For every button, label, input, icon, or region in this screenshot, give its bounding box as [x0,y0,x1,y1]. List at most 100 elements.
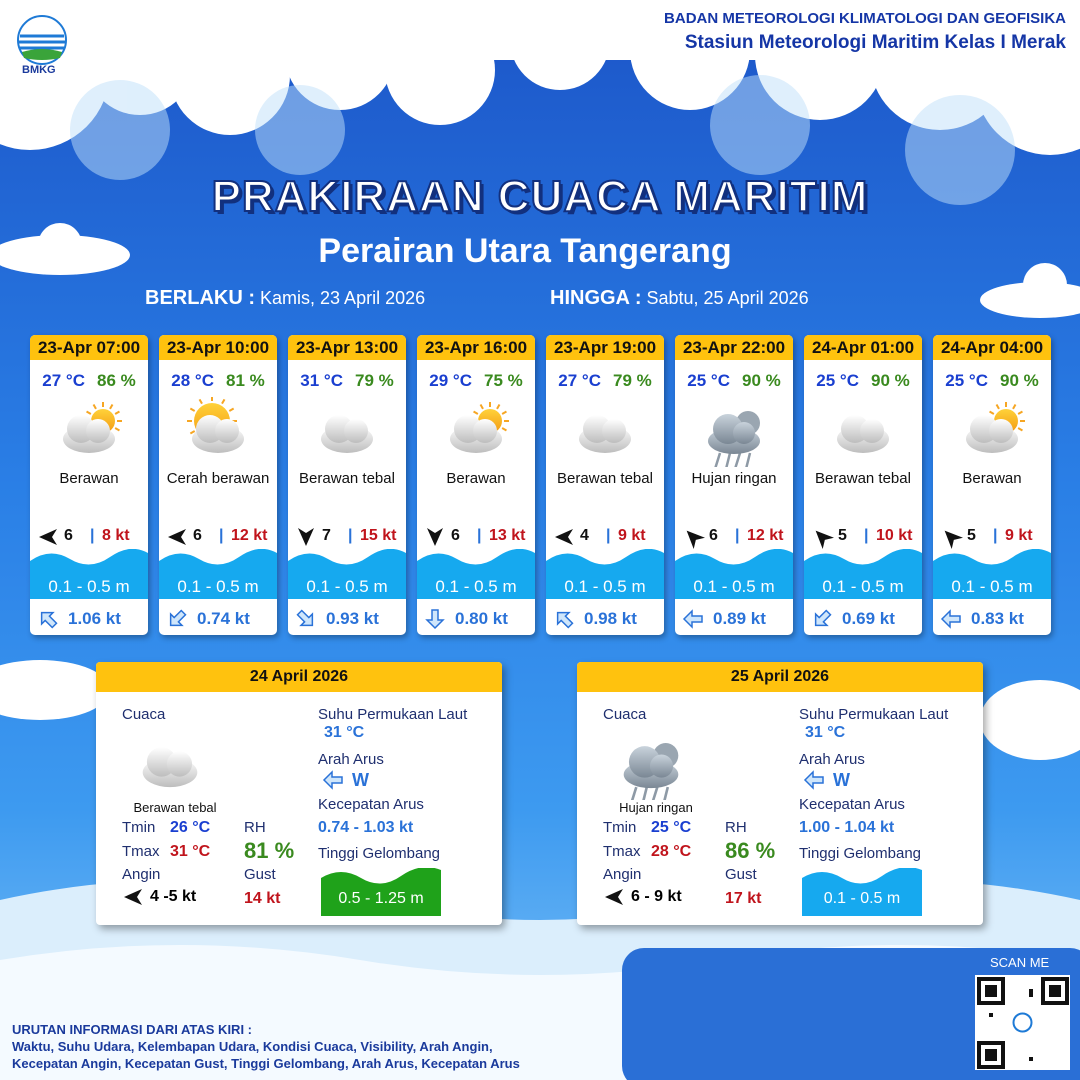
from-label: BERLAKU : [145,287,255,309]
qr-cell [1049,985,1053,989]
weather-text: Cerah berawan [166,470,270,487]
current-arrow [169,609,187,627]
wave-shape [321,868,441,916]
qr-cell [1065,1001,1069,1005]
current-icon-box [814,609,832,627]
valid-from: BERLAKU : Kamis, 23 April 2026 [145,287,425,310]
subtitle: Perairan Utara Tangerang [318,232,732,270]
value: 81 % [244,838,295,863]
forecast-card: 23-Apr 13:00 31 °C 79 % Berawan tebal 7 | 15 k… [288,335,406,635]
wave-height: 0.1 - 0.5 m [823,890,901,907]
value: 14 kt [244,890,281,907]
sun-ray [198,398,203,405]
wind-speed: 4 [580,527,589,544]
wave-shape [417,549,535,599]
current-speed: 1.06 kt [68,609,121,628]
cloud [623,746,679,789]
temperature: 25 °C [816,371,859,390]
temp-row: 29 °C 75 % [417,371,535,391]
qr-cell [1065,997,1069,1001]
wind-arrow [39,529,57,545]
wave-shape [675,549,793,599]
cloud-part [166,751,193,777]
forecast-time: 24-Apr 01:00 [804,335,922,360]
temperature: 29 °C [429,371,472,390]
qr-cell [1065,989,1069,993]
cloud-part [860,419,884,443]
forecast-time: 23-Apr 07:00 [30,335,148,360]
cloud-part [989,419,1013,443]
sun-ray [501,410,507,415]
forecast-time: 23-Apr 10:00 [159,335,277,360]
cloud [63,415,115,453]
humidity: 79 % [612,371,652,390]
icon-box [321,415,373,453]
separator: | [993,527,998,544]
qr-cell [1045,977,1049,981]
qr-cell [977,1053,981,1057]
icon-box [450,402,509,453]
separator: | [735,527,740,544]
qr-cell [985,985,989,989]
value: 31 °C [170,843,211,860]
qr-cell [989,985,993,989]
cloud [708,414,760,454]
value: 1.00 - 1.04 kt [799,819,895,836]
qr-cell [989,1065,993,1069]
rain [714,452,722,467]
qr-cell [981,977,985,981]
qr-cell [1041,981,1045,985]
qr-cell [993,977,997,981]
qr-code [975,975,1070,1070]
forecast-time: 23-Apr 16:00 [417,335,535,360]
bmkg-logo [17,15,67,65]
weather-icon [63,402,122,453]
to-date: Sabtu, 25 April 2026 [646,288,809,308]
qr-cell [993,1041,997,1045]
qr-cell [997,1041,1001,1045]
qr-cell [1065,993,1069,997]
qr-cell [1053,989,1057,993]
wind-speed: 7 [322,527,331,544]
forecast-time: 23-Apr 19:00 [546,335,664,360]
gust: 9 kt [618,527,646,544]
forecast-card: 24-Apr 04:00 25 °C 90 % Berawan 5 | 9 kt 0.1 - … [933,335,1051,635]
current-icon-box [425,609,445,630]
current-icon-box [556,611,574,629]
wind-speed: 6 [709,527,718,544]
current-arrow [556,611,574,629]
wind-speed: 6 [64,527,73,544]
sun-ray [479,404,484,410]
wind-arrow [298,528,314,546]
wave-shape [30,549,148,599]
qr-cell [981,1041,985,1045]
label: Tmin [122,819,156,836]
forecast-card: 23-Apr 10:00 28 °C 81 % Cerah berawan 6 | 12 k… [159,335,277,635]
qr-cell [993,989,997,993]
icon-box [579,415,631,453]
qr-cell [1053,985,1057,989]
weather-text: Hujan ringan [619,800,693,815]
cloud [966,415,1018,453]
wind-icon-box [555,529,573,545]
gust: 10 kt [876,527,913,544]
wind-icon-box [39,529,57,545]
gust: 12 kt [231,527,268,544]
label: Arah Arus [318,751,384,768]
weather-text: Berawan tebal [133,800,217,815]
weather-icon [142,747,198,788]
cloud [450,415,502,453]
weather-icon [837,415,889,453]
qr-cell [977,1041,981,1045]
wind-arrow [168,529,186,545]
sun-ray [114,427,120,432]
side-clouds [0,223,1080,760]
icon-box [966,402,1025,453]
qr-cell [1041,985,1045,989]
wave-height: 0.1 - 0.5 m [48,577,130,596]
qr-cell [1053,1001,1057,1005]
gust: 9 kt [1005,527,1033,544]
sun-ray [1012,404,1017,410]
qr-cell [1045,1001,1049,1005]
